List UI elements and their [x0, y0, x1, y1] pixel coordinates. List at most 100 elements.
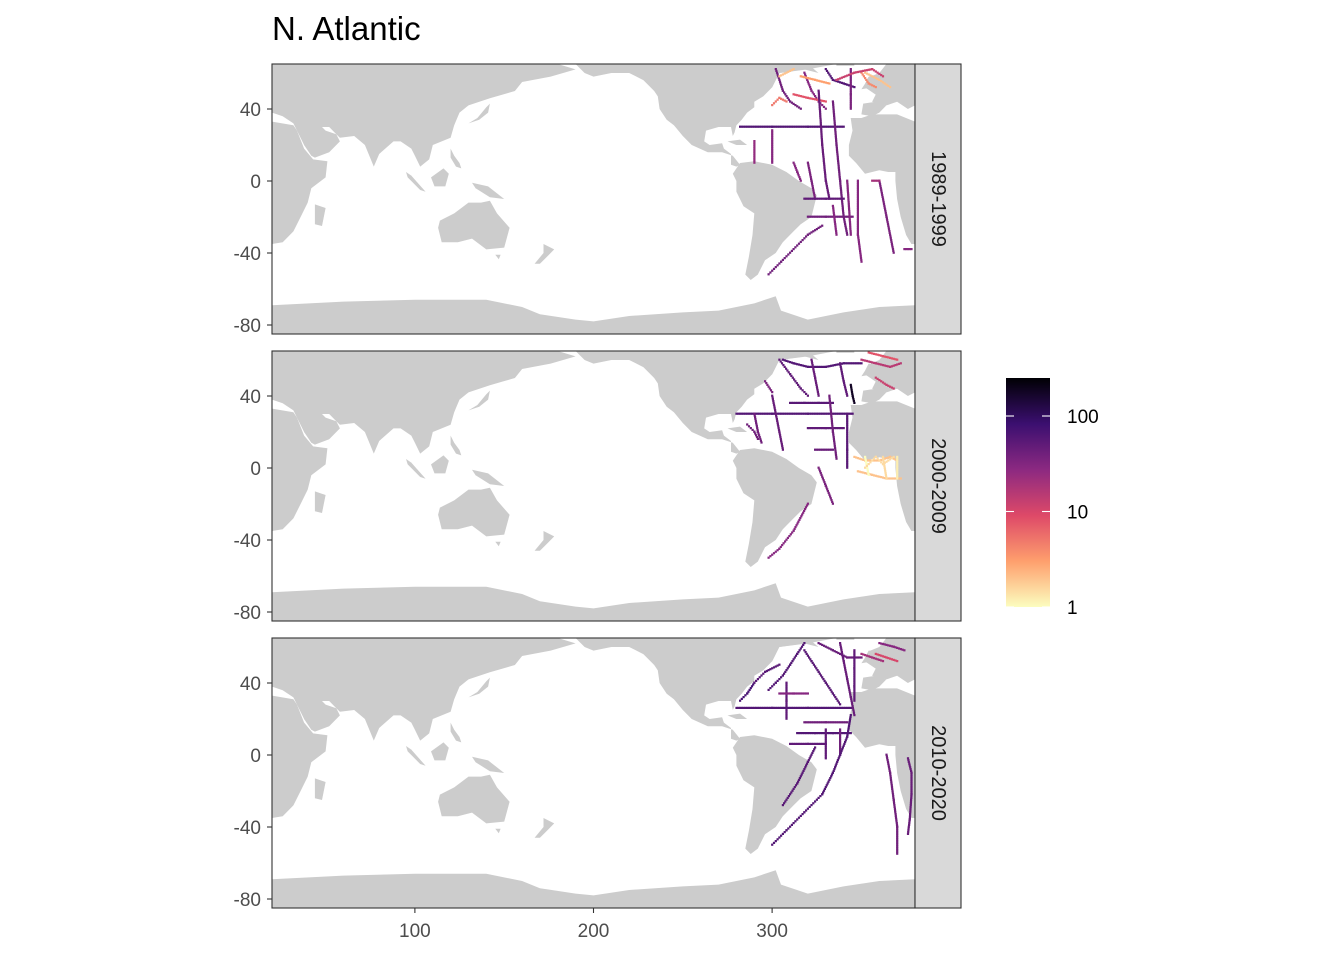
land-mass: [431, 168, 449, 187]
data-cell: [856, 231, 859, 234]
data-cell: [805, 809, 808, 812]
data-cell: [849, 215, 852, 218]
data-cell: [811, 91, 814, 94]
data-cell: [799, 412, 802, 415]
data-cell: [792, 161, 795, 164]
data-cell: [753, 430, 756, 433]
data-cell: [797, 651, 800, 654]
data-cell: [796, 401, 799, 404]
data-cell: [846, 423, 849, 426]
data-cell: [845, 231, 848, 234]
data-cell: [781, 692, 784, 695]
data-cell: [829, 405, 832, 408]
data-cell: [889, 775, 892, 778]
data-cell: [871, 84, 874, 87]
data-cell: [805, 197, 808, 200]
cruise-track: [789, 401, 834, 404]
data-cell: [860, 652, 863, 655]
data-cell: [789, 125, 792, 128]
data-cell: [839, 364, 842, 367]
data-cell: [779, 82, 782, 85]
data-cell: [828, 215, 831, 218]
data-cell: [832, 436, 835, 439]
data-cell: [895, 820, 898, 823]
facet-strip: 2000-2009: [914, 350, 962, 622]
data-cell: [813, 373, 816, 376]
data-cell: [784, 800, 787, 803]
data-cell: [836, 154, 839, 157]
land-mass: [272, 64, 576, 167]
legend-tick-label: 1: [1067, 598, 1078, 619]
data-cell: [834, 446, 837, 449]
data-cell: [880, 192, 883, 195]
data-cell: [842, 213, 845, 216]
data-cell: [806, 80, 809, 83]
data-cell: [746, 706, 749, 709]
data-cell: [908, 823, 911, 826]
data-cell: [872, 76, 876, 79]
data-cell: [846, 732, 849, 735]
data-cell: [909, 807, 912, 810]
data-cell: [856, 210, 859, 213]
facet-strip-background: [914, 63, 962, 335]
data-cell: [866, 466, 869, 469]
data-cell: [871, 459, 874, 462]
data-cell: [778, 663, 781, 666]
data-cell: [808, 232, 811, 235]
data-cell: [871, 473, 874, 476]
data-cell: [833, 123, 836, 126]
land-mass: [406, 172, 426, 192]
data-cell: [801, 239, 804, 242]
data-cell: [831, 204, 834, 207]
data-cell: [882, 199, 885, 202]
data-cell: [874, 179, 877, 182]
data-cell: [874, 353, 877, 356]
data-cell: [797, 520, 800, 523]
data-cell: [756, 678, 759, 681]
data-cell: [883, 355, 886, 358]
data-cell: [848, 219, 851, 222]
data-cell: [814, 746, 817, 749]
data-cell: [836, 699, 839, 702]
data-cell: [791, 531, 794, 534]
data-cell: [815, 706, 818, 709]
data-cell: [817, 412, 820, 415]
data-cell: [846, 436, 849, 439]
data-cell: [837, 159, 840, 162]
data-cell: [839, 125, 842, 128]
data-cell: [750, 685, 754, 688]
data-cell: [771, 149, 774, 152]
data-cell: [812, 369, 815, 372]
data-cell: [869, 461, 872, 464]
data-cell: [867, 351, 870, 354]
data-cell: [830, 416, 833, 419]
cruise-track: [864, 455, 895, 469]
data-cell: [819, 427, 822, 430]
data-cell: [899, 648, 902, 651]
data-cell: [811, 365, 814, 368]
data-cell: [815, 79, 818, 82]
data-cell: [822, 158, 825, 161]
data-cell: [785, 100, 788, 103]
data-cell: [790, 125, 793, 128]
data-cell: [846, 362, 849, 365]
data-cell: [841, 746, 844, 749]
data-cell: [853, 687, 856, 690]
data-cell: [837, 721, 840, 724]
data-cell: [793, 786, 796, 789]
data-cell: [822, 159, 825, 162]
data-cell: [889, 86, 892, 89]
data-cell: [767, 556, 770, 559]
data-cell: [887, 226, 890, 229]
data-cell: [812, 197, 815, 200]
data-cell: [892, 645, 895, 648]
land-mass: [575, 351, 915, 454]
data-cell: [819, 401, 822, 404]
data-cell: [885, 215, 888, 218]
data-cell: [883, 643, 886, 646]
cruise-track: [871, 179, 881, 182]
data-cell: [823, 167, 826, 170]
land-mass: [727, 139, 748, 145]
data-cell: [910, 784, 913, 787]
data-cell: [771, 398, 774, 401]
